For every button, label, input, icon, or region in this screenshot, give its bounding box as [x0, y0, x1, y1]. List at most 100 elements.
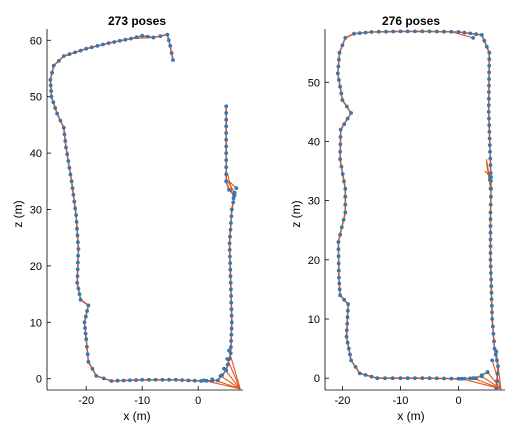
right-pose-marker	[488, 230, 493, 235]
right-pose-marker	[383, 376, 387, 381]
right-pose-marker	[474, 32, 478, 37]
right-loop-closure-edge	[487, 371, 502, 390]
right-loop-closure-edge	[485, 162, 492, 189]
left-pose-marker	[55, 111, 59, 116]
left-pose-marker	[224, 111, 229, 115]
right-pose-marker	[485, 370, 490, 375]
left-pose-marker	[61, 125, 66, 130]
right-pose-marker	[344, 328, 349, 333]
right-pose-marker	[342, 297, 347, 302]
right-pose-marker	[342, 179, 346, 184]
left-pose-marker	[134, 378, 138, 382]
left-pose-marker	[95, 44, 100, 48]
right-pose-marker	[490, 324, 495, 329]
right-pose-marker	[479, 374, 484, 379]
left-pose-marker	[85, 309, 89, 313]
left-pose-marker	[127, 378, 132, 383]
right-pose-marker	[340, 98, 345, 102]
left-loop-closure-edge	[203, 379, 241, 390]
right-pose-marker	[343, 36, 348, 40]
left-trajectory-edges	[49, 33, 236, 382]
left-pose-marker	[210, 377, 215, 382]
right-pose-marker	[413, 376, 417, 381]
right-pose-marker	[349, 111, 353, 115]
right-pose-marker	[341, 218, 346, 222]
left-y-tick-label: 60	[30, 35, 42, 47]
right-y-tick-label: 10	[308, 314, 320, 326]
right-pose-marker	[357, 31, 362, 35]
right-pose-marker	[353, 365, 358, 369]
right-trajectory-edges	[336, 30, 499, 389]
left-pose-marker	[201, 378, 206, 383]
right-pose-marker	[496, 364, 500, 369]
right-loop-closure-edge	[461, 378, 502, 390]
right-pose-marker	[489, 303, 494, 308]
right-pose-marker	[346, 346, 351, 351]
right-pose-marker	[339, 164, 344, 169]
right-pose-marker	[369, 374, 374, 379]
right-pose-marker	[471, 36, 475, 40]
left-pose-marker	[229, 320, 234, 325]
left-plot-panel: 273 poses x (m) z (m) -20 -10 0 0 10 20 30 40 50…	[11, 14, 243, 423]
right-pose-marker	[468, 376, 473, 381]
left-pose-marker	[167, 377, 172, 382]
left-pose-marker	[117, 38, 122, 43]
right-pose-marker	[487, 136, 492, 141]
right-pose-marker	[489, 277, 493, 282]
right-pose-marker	[391, 29, 396, 34]
right-pose-marker	[337, 78, 341, 82]
right-pose-marker	[405, 29, 410, 34]
right-pose-marker	[442, 376, 446, 381]
left-y-tick-label: 30	[30, 205, 42, 217]
right-pose-marker	[336, 254, 341, 259]
right-pose-marker	[338, 127, 343, 132]
right-pose-marker	[487, 83, 491, 88]
left-pose-marker	[227, 248, 232, 252]
left-pose-marker	[224, 165, 229, 170]
left-pose-marker	[73, 50, 77, 55]
right-pose-marker	[336, 240, 341, 244]
left-pose-marker	[74, 220, 79, 224]
left-pose-marker	[121, 378, 126, 383]
left-pose-marker	[56, 59, 61, 63]
left-pose-marker	[224, 124, 229, 129]
right-pose-marker	[337, 50, 342, 55]
right-pose-marker	[343, 186, 348, 191]
left-pose-marker	[228, 274, 233, 279]
right-pose-marker	[490, 358, 495, 363]
left-pose-marker	[72, 199, 77, 204]
left-pose-marker	[84, 337, 89, 342]
right-pose-marker	[462, 376, 467, 381]
left-pose-marker	[73, 206, 78, 211]
right-pose-marker	[335, 71, 340, 76]
left-pose-marker	[228, 267, 233, 272]
left-loop-closure-edge	[220, 375, 241, 390]
right-pose-marker	[384, 29, 388, 34]
right-pose-marker	[345, 116, 350, 121]
left-pose-marker	[109, 379, 114, 383]
right-pose-marker	[442, 29, 446, 34]
right-pose-marker	[492, 346, 497, 351]
left-pose-marker	[229, 326, 234, 331]
left-pose-marker	[228, 351, 233, 356]
right-pose-marker	[479, 33, 484, 37]
left-pose-marker	[85, 344, 89, 349]
right-pose-marker	[494, 386, 499, 391]
left-pose-marker	[224, 137, 229, 142]
right-pose-marker	[462, 30, 467, 35]
right-pose-marker	[487, 129, 492, 134]
right-pose-marker	[489, 297, 494, 302]
left-plot-title: 273 poses	[108, 14, 166, 28]
right-pose-marker	[363, 30, 368, 35]
left-pose-marker	[227, 241, 232, 246]
right-pose-marker	[338, 135, 343, 139]
left-pose-marker	[229, 332, 234, 337]
right-pose-marker	[489, 271, 493, 275]
right-pose-marker	[346, 302, 351, 307]
right-pose-marker	[471, 376, 475, 381]
right-pose-marker	[488, 163, 493, 168]
left-pose-marker	[78, 297, 83, 302]
right-pose-marker	[490, 310, 494, 315]
right-pose-marker	[420, 29, 425, 34]
right-pose-marker	[493, 352, 498, 357]
